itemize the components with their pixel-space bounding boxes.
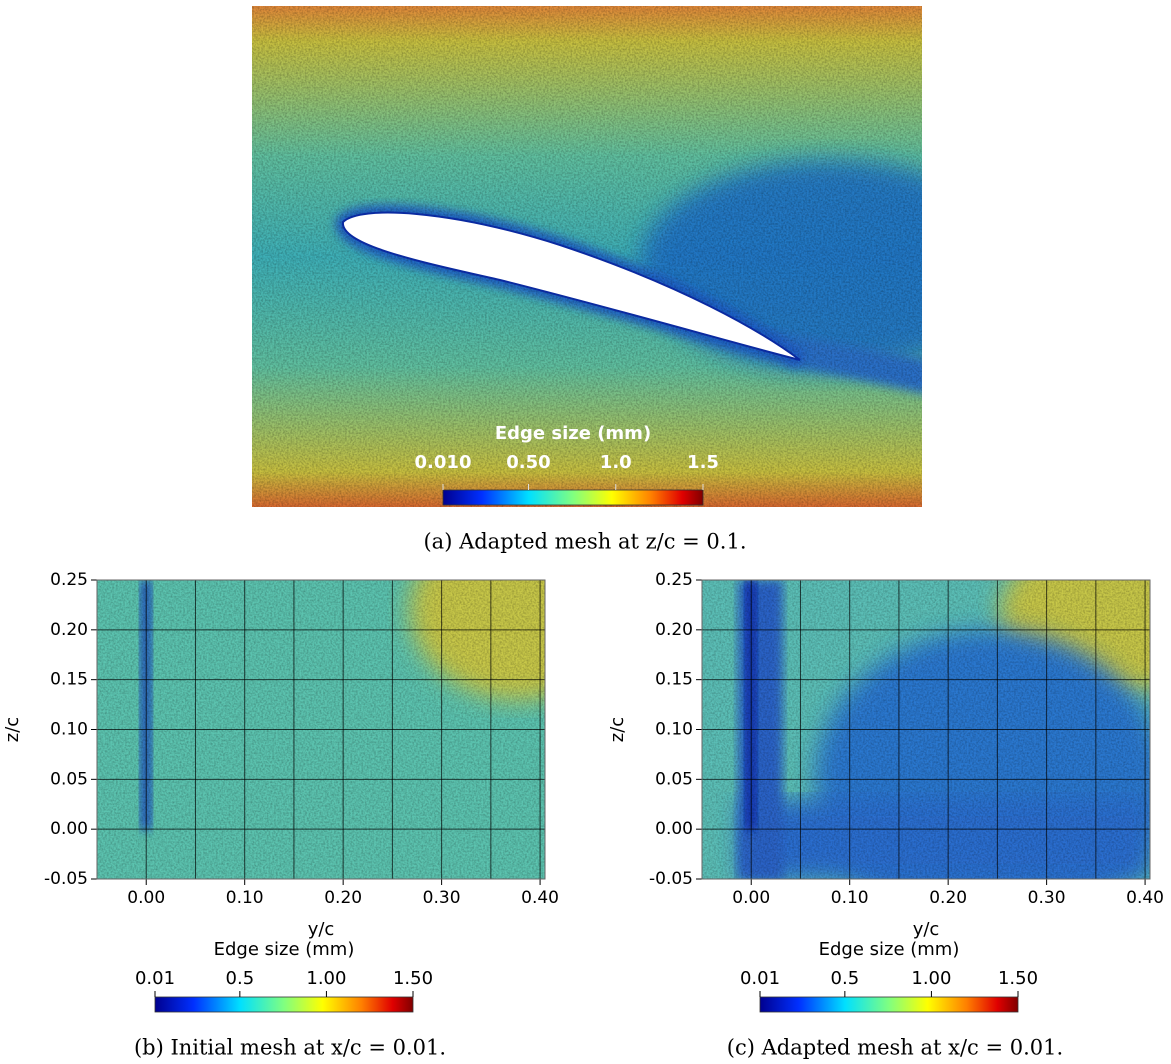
y-tick-label: 0.00 [50,819,88,839]
x-tick-label: 0.20 [324,888,362,908]
caption: (c) Adapted mesh at x/c = 0.01. [727,1036,1063,1060]
x-tick-label: 0.40 [1126,888,1164,908]
colorbar-tick-label: 0.010 [415,452,472,473]
x-tick-label: 0.00 [127,888,165,908]
mesh-image-c [702,580,1150,879]
y-tick-label: 0.00 [655,819,693,839]
x-tick-label: 0.20 [929,888,967,908]
colorbar-tick-label: 1.0 [600,452,632,473]
x-axis-label: y/c [913,919,940,940]
colorbar-tick-label: 0.50 [506,452,550,473]
plot-frame [701,579,1151,880]
y-tick-label: 0.05 [655,769,693,789]
colorbar [154,996,414,1013]
x-tick-label: 0.30 [1028,888,1066,908]
y-tick-label: 0.25 [50,570,88,590]
colorbar-tick-label: 1.00 [306,968,346,989]
mesh-image-a [252,6,922,507]
caption: (a) Adapted mesh at z/c = 0.1. [423,530,746,554]
colorbar-tick-label: 0.5 [226,968,255,989]
colorbar-tick-label: 1.00 [911,968,951,989]
y-tick-label: 0.20 [655,620,693,640]
mesh-image-b [97,580,545,879]
x-tick-label: 0.00 [732,888,770,908]
y-tick-label: 0.20 [50,620,88,640]
colorbar-tick-label: 0.01 [740,968,780,989]
colorbar-tick-label: 1.5 [687,452,719,473]
x-tick-label: 0.10 [831,888,869,908]
y-tick-label: -0.05 [649,869,693,889]
plot-frame [96,579,546,880]
y-axis-label: z/c [607,717,628,742]
colorbar-tick-label: 0.01 [135,968,175,989]
colorbar-title: Edge size (mm) [819,939,960,960]
colorbar-tick-label: 0.5 [831,968,860,989]
colorbar [442,489,704,506]
colorbar-title: Edge size (mm) [214,939,355,960]
colorbar-tick-label: 1.50 [998,968,1038,989]
colorbar [759,996,1019,1013]
y-axis-label: z/c [2,717,23,742]
x-tick-label: 0.40 [521,888,559,908]
y-tick-label: 0.05 [50,769,88,789]
y-tick-label: 0.25 [655,570,693,590]
colorbar-tick-label: 1.50 [393,968,433,989]
x-axis-label: y/c [308,919,335,940]
y-tick-label: 0.15 [50,670,88,690]
colorbar-title: Edge size (mm) [495,423,651,444]
y-tick-label: 0.10 [50,720,88,740]
y-tick-label: 0.15 [655,670,693,690]
x-tick-label: 0.30 [423,888,461,908]
y-tick-label: 0.10 [655,720,693,740]
caption: (b) Initial mesh at x/c = 0.01. [134,1036,446,1060]
y-tick-label: -0.05 [44,869,88,889]
x-tick-label: 0.10 [226,888,264,908]
